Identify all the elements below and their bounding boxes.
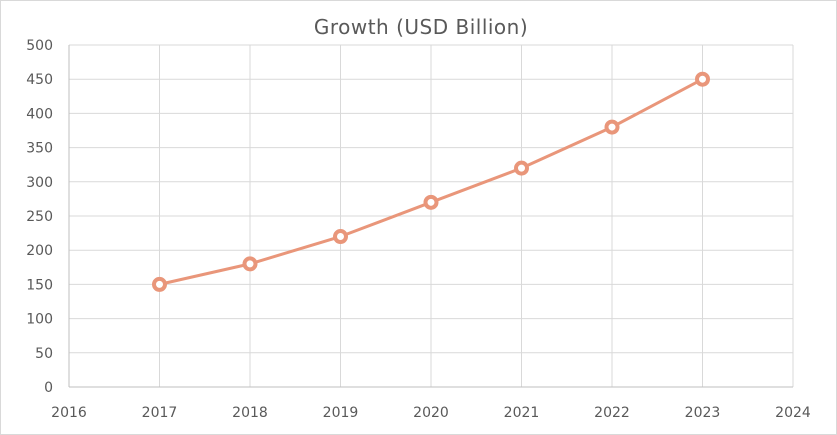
data-point (604, 119, 620, 135)
series (152, 71, 710, 292)
y-tick-label: 200 (26, 243, 53, 259)
chart-title: Growth (USD Billion) (314, 15, 528, 39)
y-tick-label: 400 (26, 106, 53, 122)
x-tick-label: 2024 (775, 405, 811, 421)
y-tick-label: 250 (26, 209, 53, 225)
y-tick-label: 450 (26, 72, 53, 88)
y-tick-label: 150 (26, 277, 53, 293)
x-tick-label: 2022 (594, 405, 630, 421)
y-tick-label: 0 (44, 380, 53, 396)
data-point (333, 229, 348, 245)
data-point (423, 194, 439, 210)
y-tick-label: 50 (35, 346, 53, 362)
x-tick-labels: 2016 2017 2018 2019 2020 2021 2022 2023 2024 (51, 405, 811, 421)
data-point (514, 160, 529, 176)
data-point (695, 71, 710, 87)
data-point (152, 276, 167, 292)
x-tick-label: 2020 (413, 405, 449, 421)
y-tick-labels: 0 50 100 150 200 250 300 350 400 450 500 (26, 38, 53, 396)
y-tick-label: 300 (26, 175, 53, 191)
x-tick-label: 2017 (142, 405, 178, 421)
y-tick-label: 350 (26, 141, 53, 157)
y-tick-label: 500 (26, 38, 53, 54)
x-tick-label: 2019 (323, 405, 359, 421)
y-tick-label: 100 (26, 312, 53, 328)
gridlines (69, 44, 794, 387)
x-tick-label: 2016 (51, 405, 87, 421)
axes (68, 45, 793, 388)
data-point (242, 256, 258, 272)
x-tick-label: 2021 (504, 405, 540, 421)
x-tick-label: 2018 (232, 405, 268, 421)
x-tick-label: 2023 (685, 405, 721, 421)
